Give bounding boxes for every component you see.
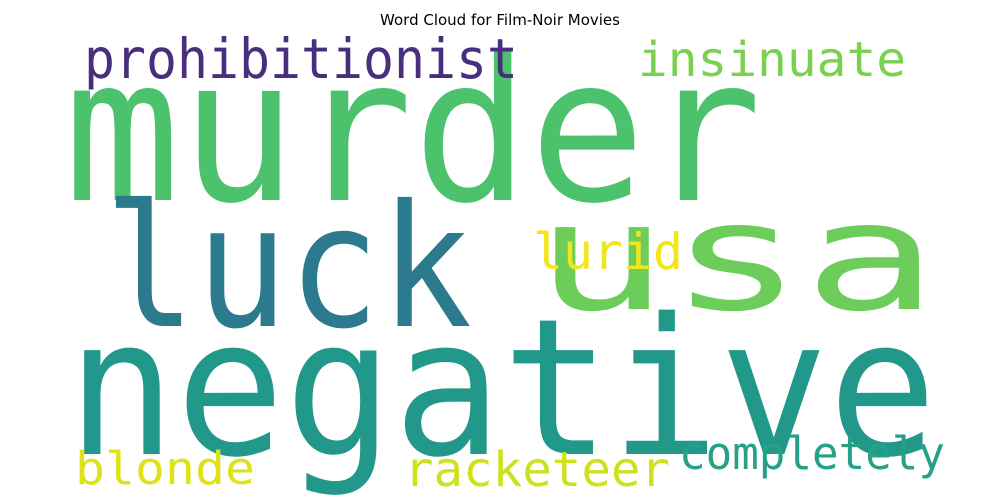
word-blonde: blonde — [75, 442, 255, 495]
word-prohibitionist: prohibitionist — [84, 27, 518, 91]
word-insinuate: insinuate — [638, 32, 906, 88]
word-racketeer: racketeer — [404, 442, 670, 498]
word-murder: murder — [64, 15, 762, 248]
word-luck: luck — [104, 169, 472, 367]
word-lurid: lurid — [533, 223, 683, 281]
word-completely: completely — [679, 427, 945, 480]
word-usa: usa — [534, 171, 938, 345]
chart-title: Word Cloud for Film-Noir Movies — [380, 11, 620, 29]
word-negative: negative — [67, 278, 937, 499]
